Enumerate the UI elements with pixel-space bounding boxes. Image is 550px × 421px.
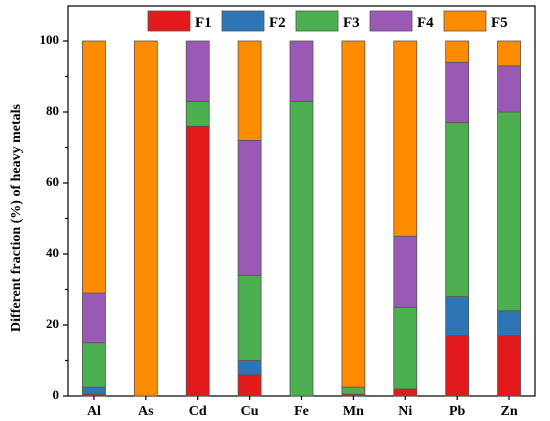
legend-label-f1: F1: [195, 15, 212, 31]
bar-pb-f5: [445, 40, 470, 63]
bar-mn-f5: [341, 40, 366, 388]
bar-al-f3: [82, 342, 106, 388]
legend-swatch-f5: [443, 10, 487, 32]
bar-cu-f1: [237, 374, 262, 397]
bar-cd-f4: [185, 40, 210, 102]
bar-pb-f4: [445, 61, 470, 124]
legend-swatch-f1: [147, 10, 191, 32]
y-tick-label-60: 60: [46, 174, 59, 189]
x-tick-label-as: As: [138, 404, 154, 419]
bar-cd-f1: [185, 125, 210, 397]
bar-ni-f4: [393, 235, 418, 308]
legend: F1 F2 F3 F4 F5: [147, 10, 508, 32]
bar-cu-f4: [237, 139, 262, 276]
y-axis: 0 20 40 60 80 100: [40, 32, 68, 402]
y-tick-label-100: 100: [40, 32, 60, 47]
y-tick-label-40: 40: [46, 245, 59, 260]
x-tick-label-zn: Zn: [500, 404, 517, 419]
bar-al-f2: [82, 386, 106, 395]
legend-swatch-f4: [369, 10, 413, 32]
bar-cu-f5: [237, 40, 262, 141]
legend-label-f3: F3: [343, 15, 360, 31]
legend-label-f2: F2: [269, 15, 286, 31]
legend-label-f5: F5: [491, 15, 508, 31]
bar-pb-f1: [445, 335, 470, 397]
legend-label-f4: F4: [417, 15, 434, 31]
y-tick-label-80: 80: [46, 103, 59, 118]
bar-al-f5: [82, 40, 106, 294]
bar-zn-f3: [497, 111, 521, 312]
bar-ni-f1: [393, 388, 418, 397]
x-tick-label-pb: Pb: [449, 404, 466, 419]
y-tick-label-20: 20: [46, 316, 59, 331]
bar-zn-f4: [497, 65, 521, 113]
bar-zn-f1: [497, 335, 521, 397]
bar-cd-f3: [185, 100, 210, 127]
legend-swatch-f2: [221, 10, 265, 32]
bar-as-f5: [133, 40, 158, 397]
x-axis: Al As Cd Cu Fe Mn Ni Pb Zn: [87, 396, 518, 419]
bar-pb-f3: [445, 122, 470, 297]
bar-fe-f3: [289, 100, 314, 397]
bar-pb-f2: [445, 296, 470, 337]
bar-ni-f3: [393, 306, 418, 390]
bar-fe-f4: [289, 40, 314, 102]
bar-zn-f2: [497, 310, 521, 337]
bar-cu-f3: [237, 274, 262, 361]
x-tick-label-fe: Fe: [294, 404, 309, 419]
bar-cu-f2: [237, 360, 262, 376]
bar-ni-f5: [393, 40, 418, 237]
bar-al-f4: [82, 292, 106, 344]
bar-mn-f3: [341, 386, 366, 395]
x-tick-label-cu: Cu: [241, 404, 259, 419]
y-tick-label-0: 0: [53, 387, 60, 402]
x-tick-label-cd: Cd: [189, 404, 207, 419]
bar-zn-f5: [497, 40, 521, 67]
x-tick-label-mn: Mn: [343, 404, 364, 419]
x-tick-label-al: Al: [87, 404, 101, 419]
x-tick-label-ni: Ni: [398, 404, 412, 419]
plot-area: [67, 5, 536, 397]
y-axis-label: Different fraction (%) of heavy metals: [9, 103, 24, 332]
legend-swatch-f3: [295, 10, 339, 32]
